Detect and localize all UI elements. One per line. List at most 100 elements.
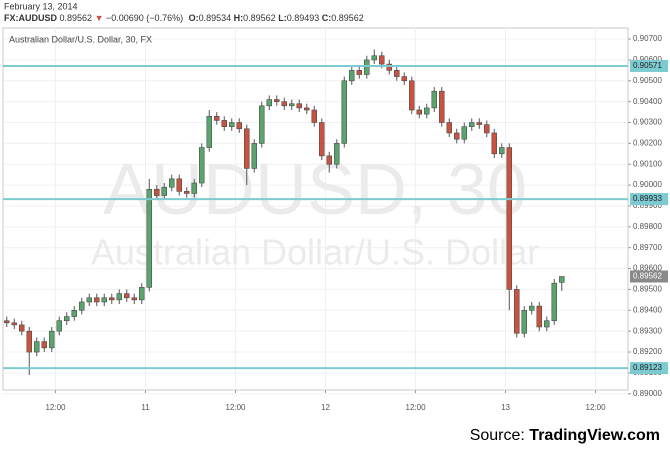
candle-body [311, 109, 318, 123]
date: February 13, 2014 [4, 1, 78, 11]
candle-body [56, 320, 62, 332]
ohlc-label: H: [234, 13, 244, 23]
candle-body [206, 115, 212, 148]
candle-body [19, 324, 25, 332]
candle-body [529, 305, 535, 311]
x-tick-label: 12:00 [586, 403, 607, 412]
level-label: 0.89123 [633, 363, 662, 372]
candle-body [289, 103, 295, 107]
header-line: FX:AUDUSD 0.89562 ▼ −0.00690 (−0.76%) O:… [4, 13, 364, 23]
y-tick-label: 0.90200 [633, 138, 662, 147]
level-label-box [630, 59, 668, 72]
candle-body [469, 122, 475, 127]
source-name: TradingView.com [529, 427, 660, 444]
candle-body [251, 143, 257, 169]
candle-body [41, 341, 47, 349]
candle-body [191, 182, 197, 194]
y-tick-label: 0.90400 [633, 97, 662, 106]
candle-body [146, 188, 152, 288]
symbol: FX:AUDUSD [4, 13, 57, 23]
candle-body [79, 301, 85, 311]
candle-body [176, 178, 182, 192]
candle-body [236, 122, 242, 130]
candle-body [184, 191, 190, 194]
candle-body [131, 297, 137, 301]
candle-body [439, 90, 445, 123]
candle-body [244, 128, 250, 169]
candle-body [86, 297, 92, 303]
candle-body [34, 341, 40, 353]
candle-body [401, 76, 408, 82]
candle-body [49, 330, 55, 349]
y-tick-label: 0.90000 [633, 180, 662, 189]
y-tick-label: 0.89900 [633, 201, 662, 210]
candle-body [199, 147, 205, 184]
level-label-box [630, 362, 668, 375]
candle-body [304, 107, 310, 111]
candle-body [94, 297, 100, 303]
candle-body [259, 105, 265, 144]
candle-body [11, 322, 17, 326]
candle-body [409, 80, 415, 111]
candle-body [71, 309, 77, 317]
watermark: AUDUSD, 30 [103, 150, 527, 230]
candle-body [499, 147, 505, 155]
x-tick-label: 13 [501, 403, 510, 412]
y-tick-label: 0.89500 [633, 285, 662, 294]
candle-body [559, 276, 565, 283]
candle-body [154, 188, 160, 196]
x-tick-label: 11 [141, 403, 150, 412]
candle-body [26, 330, 32, 353]
candle-body [281, 101, 287, 107]
candle-body [319, 122, 325, 157]
chart-title: Australian Dollar/U.S. Dollar, 30, FX [9, 34, 152, 44]
candle-body [364, 59, 370, 75]
ohlc-value: 0.89562 [331, 13, 364, 23]
candle-body [101, 297, 107, 303]
x-tick-label: 12:00 [45, 403, 66, 412]
level-label-box [630, 193, 668, 206]
y-tick-label: 0.89600 [633, 264, 662, 273]
y-tick-label: 0.89300 [633, 326, 662, 335]
ohlc-value: 0.89562 [243, 13, 276, 23]
candle-body [371, 55, 378, 61]
candle-body [386, 63, 393, 71]
candle-body [124, 293, 130, 299]
ohlc-label: O: [189, 13, 199, 23]
candle-body [139, 287, 145, 301]
y-tick-label: 0.90100 [633, 159, 662, 168]
y-tick-label: 0.90600 [633, 55, 662, 64]
candle-body [296, 103, 302, 109]
x-tick-label: 12 [321, 403, 330, 412]
candle-body [4, 320, 10, 324]
x-tick-label: 12:00 [225, 403, 246, 412]
watermark: Australian Dollar/U.S. Dollar [91, 232, 539, 273]
candle-body [536, 305, 543, 328]
change: −0.00690 (−0.76%) [106, 13, 183, 23]
candle-body [64, 316, 70, 322]
y-tick-label: 0.89700 [633, 243, 662, 252]
candle-body [169, 178, 175, 188]
candle-body [521, 309, 528, 334]
candle-body [221, 120, 227, 127]
x-tick-label: 12:00 [406, 403, 427, 412]
candle-body [551, 282, 558, 322]
candle-body [491, 132, 498, 155]
ohlc-label: L: [278, 13, 287, 23]
candle-body [476, 122, 483, 125]
ohlc-value: 0.89493 [287, 13, 320, 23]
candle-body [326, 155, 333, 165]
candle-body [109, 297, 115, 301]
candle-body [544, 320, 550, 328]
y-tick-label: 0.89200 [633, 347, 662, 356]
source: Source: TradingView.com [470, 427, 660, 444]
candle-body [394, 70, 400, 77]
candle-body [454, 132, 460, 140]
y-tick-label: 0.90500 [633, 76, 662, 85]
candle-body [116, 293, 122, 301]
last-price-box [630, 270, 668, 283]
ohlc-label: C: [322, 13, 332, 23]
candle-body [341, 80, 348, 144]
y-tick-label: 0.89800 [633, 222, 662, 231]
